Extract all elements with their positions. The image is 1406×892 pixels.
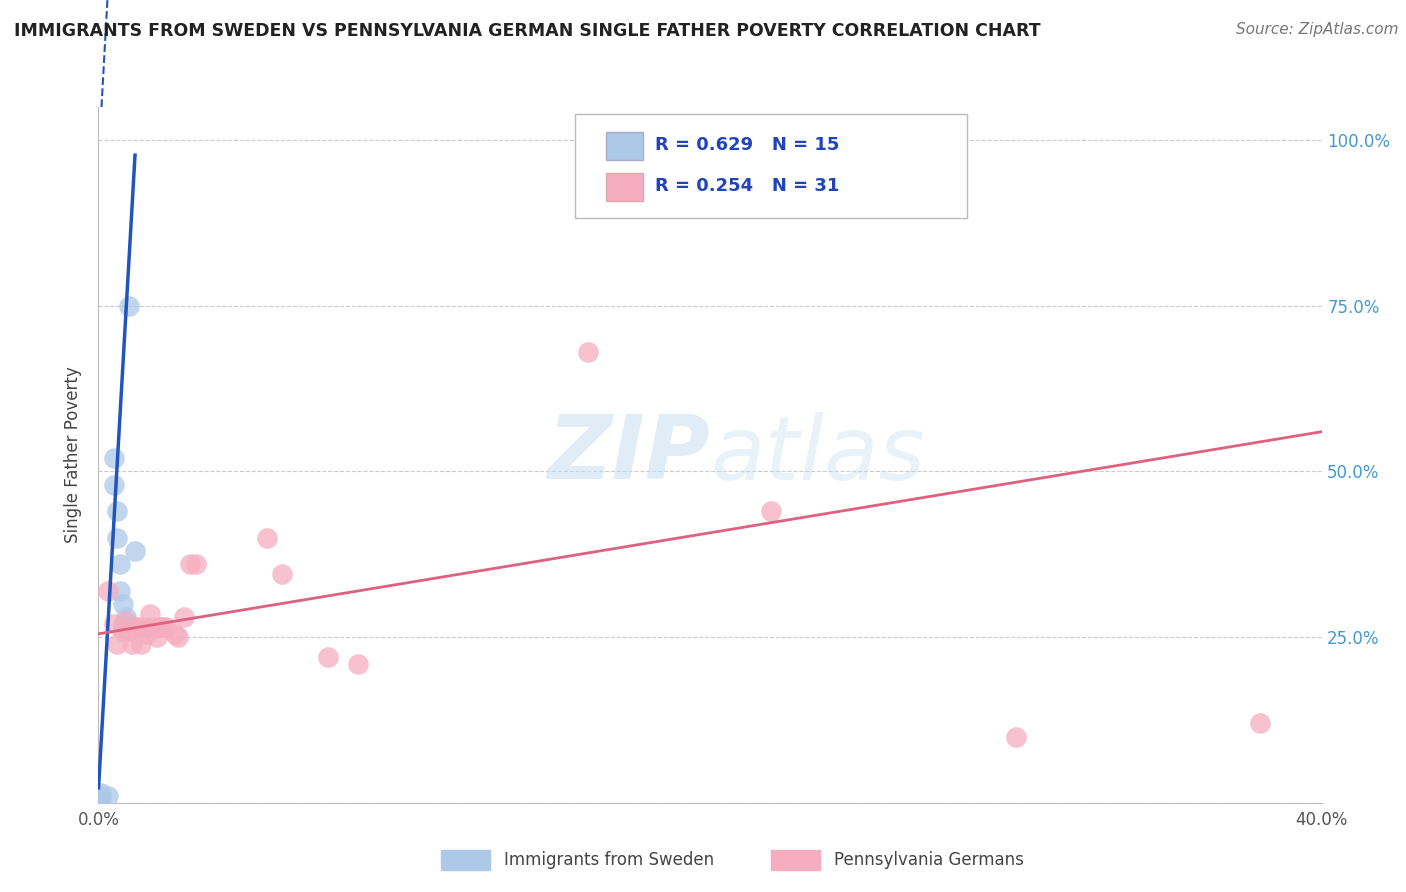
Point [111,624,134,638]
Point [115,614,138,628]
Point [186,558,208,572]
Point [163,627,186,641]
Point [152,620,174,634]
Text: R = 0.629   N = 15: R = 0.629 N = 15 [655,136,839,154]
Point [103,616,125,631]
Point [127,620,149,634]
Point [347,657,370,671]
Point [111,616,134,631]
Point [167,630,190,644]
Point [1004,730,1026,744]
Point [576,345,599,359]
Point [142,620,165,634]
Text: IMMIGRANTS FROM SWEDEN VS PENNSYLVANIA GERMAN SINGLE FATHER POVERTY CORRELATION : IMMIGRANTS FROM SWEDEN VS PENNSYLVANIA G… [14,22,1040,40]
Point [108,583,131,598]
Point [145,630,167,644]
Point [155,620,177,634]
Point [90,789,112,804]
Text: atlas: atlas [710,412,925,498]
Point [124,620,146,634]
Text: ZIP: ZIP [547,411,710,499]
Point [270,567,292,582]
Text: R = 0.254   N = 31: R = 0.254 N = 31 [655,178,839,195]
Point [90,786,112,800]
Point [139,607,162,621]
Point [134,620,156,634]
Text: Source: ZipAtlas.com: Source: ZipAtlas.com [1236,22,1399,37]
Point [1249,716,1271,731]
Point [103,477,125,491]
Point [108,558,131,572]
Point [90,792,112,806]
Point [105,531,128,545]
Point [173,610,195,624]
Text: Pennsylvania Germans: Pennsylvania Germans [835,851,1025,869]
Bar [606,173,643,201]
Y-axis label: Single Father Poverty: Single Father Poverty [65,367,83,543]
Bar [606,132,643,160]
Text: Immigrants from Sweden: Immigrants from Sweden [505,851,714,869]
Point [118,299,141,313]
Point [103,451,125,466]
Point [105,637,128,651]
Point [105,504,128,518]
Point [111,597,134,611]
Point [121,637,143,651]
Point [759,504,782,518]
Point [97,583,120,598]
Point [316,650,339,665]
Point [118,624,141,638]
Point [149,620,172,634]
Point [124,544,146,558]
Point [179,558,201,572]
FancyBboxPatch shape [575,114,967,219]
Point [256,531,278,545]
Point [129,637,152,651]
Point [115,610,138,624]
Point [97,789,120,804]
Point [136,627,159,641]
